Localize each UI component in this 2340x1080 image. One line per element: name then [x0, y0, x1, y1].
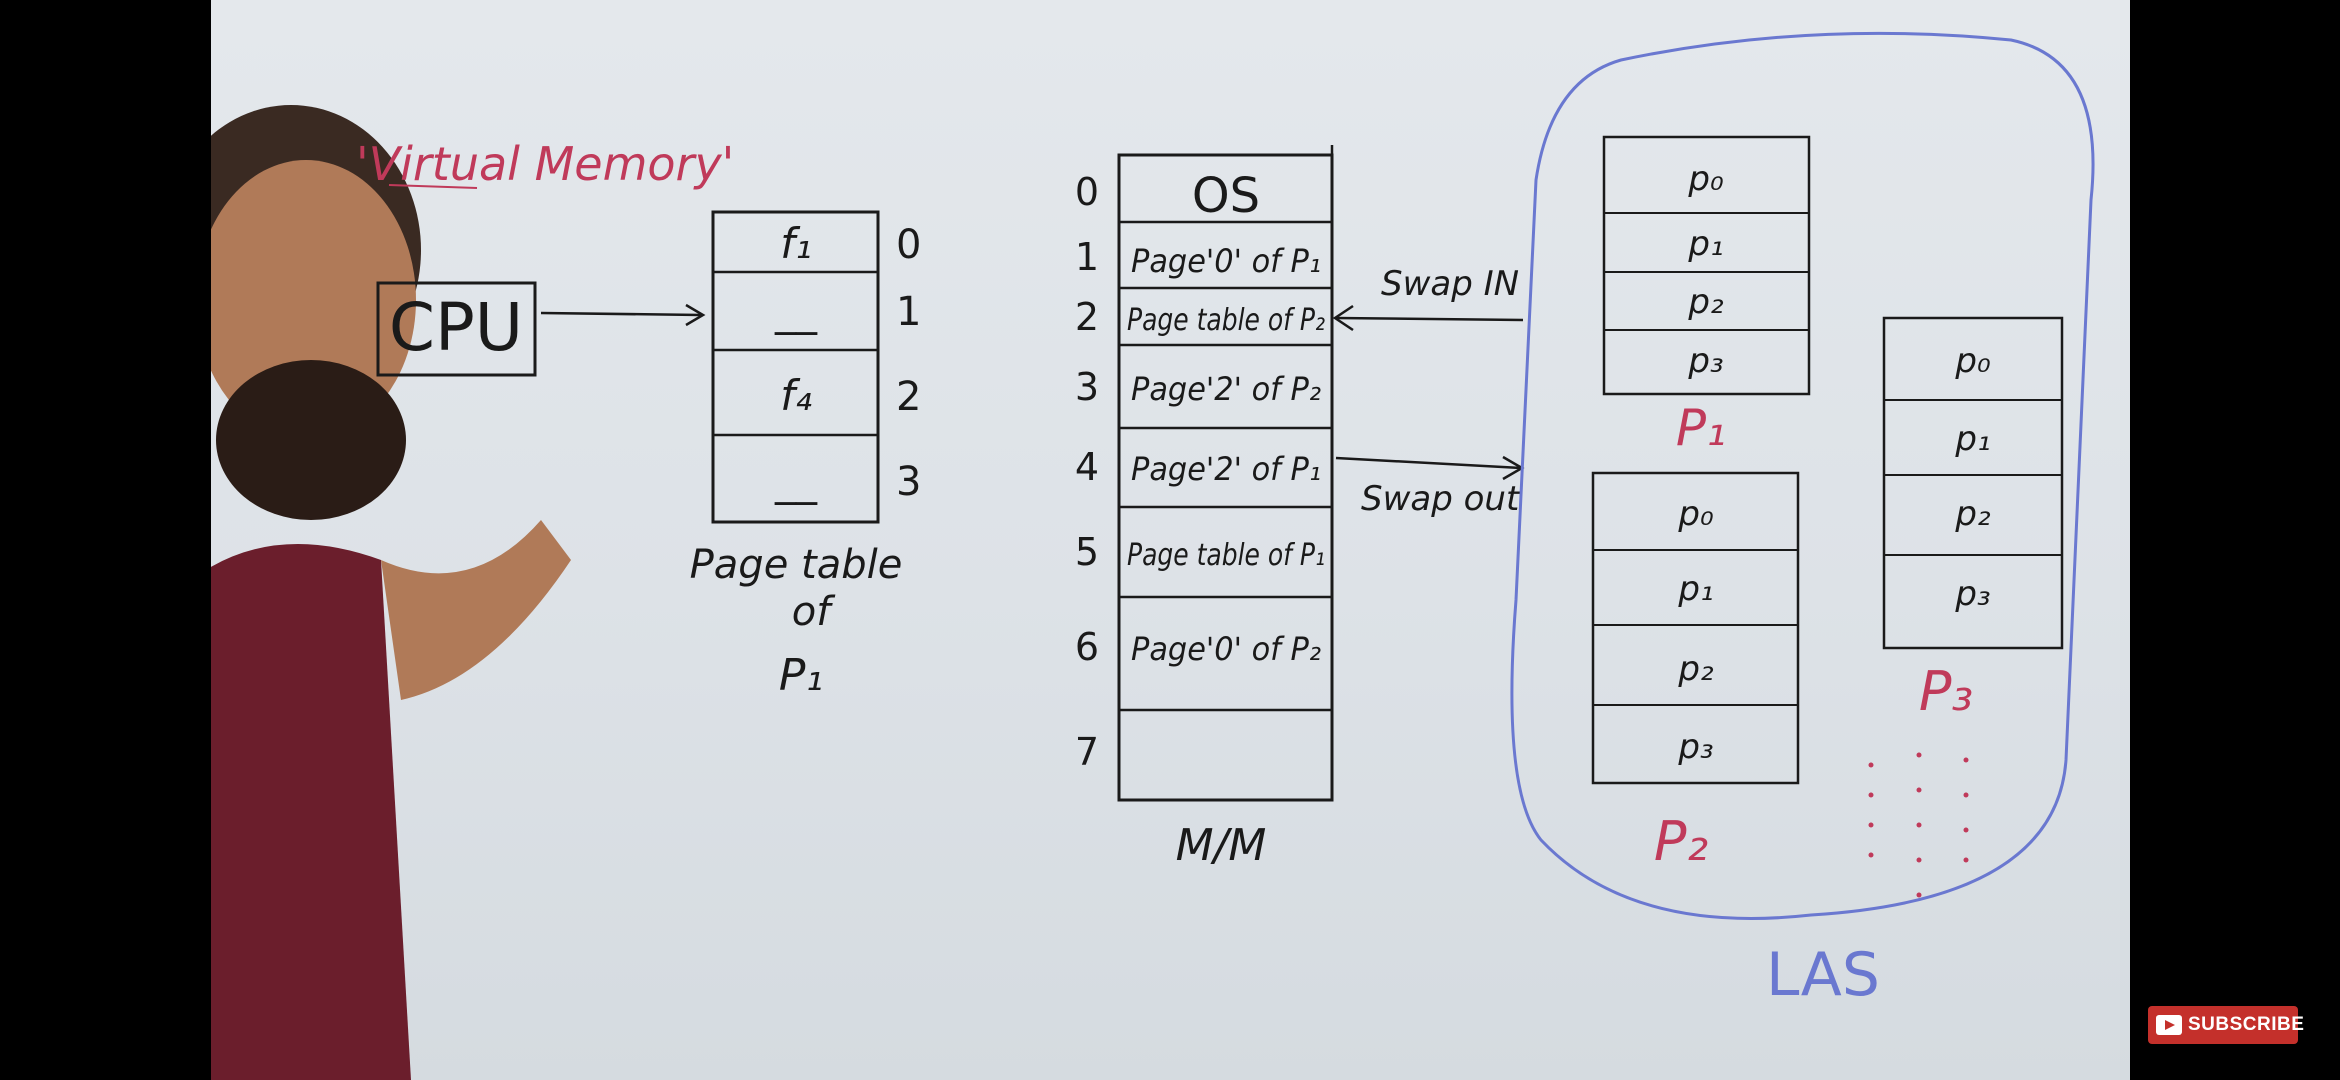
- page-table: f₁ __ f₄ __ 0 1 2 3 Page table of P₁: [690, 210, 921, 701]
- main-memory-caption: M/M: [1176, 820, 1267, 871]
- youtube-play-icon: [2156, 1015, 2182, 1035]
- swap-out-arrow: Swap out: [1335, 455, 1525, 519]
- frame-index: 7: [1075, 730, 1099, 774]
- swap-in-arrow: Swap IN: [1332, 264, 1524, 332]
- frame-content: Page table of P₁: [1127, 538, 1325, 573]
- page-table-entry: f₁: [780, 219, 812, 268]
- process-name: P₂: [1654, 810, 1708, 873]
- frame-index: 3: [1075, 365, 1099, 409]
- frame-index: 2: [1075, 295, 1099, 339]
- page-table-index: 2: [896, 374, 921, 420]
- frame-content: Page'2' of P₁: [1131, 450, 1321, 488]
- frame-content: OS: [1192, 168, 1260, 224]
- page-table-entry: __: [774, 456, 818, 505]
- page-title: 'Virtual Memory': [356, 137, 734, 191]
- page-label: p₁: [1677, 569, 1713, 609]
- page-label: p₁: [1954, 419, 1990, 459]
- swap-out-label: Swap out: [1361, 479, 1521, 519]
- cpu-box: CPU: [376, 281, 537, 377]
- frame-index: 4: [1075, 445, 1099, 489]
- page-table-entry: f₄: [780, 371, 812, 420]
- arrow-icon: [1332, 304, 1354, 332]
- main-memory: 0 1 2 3 4 5 6 7 OS Page'0' of P₁ Page ta…: [1075, 145, 1334, 871]
- subscribe-button[interactable]: SUBSCRIBE: [2148, 1006, 2304, 1044]
- frame-content: Page'2' of P₂: [1131, 370, 1321, 408]
- process-name: P₁: [1676, 399, 1726, 457]
- page-label: p₃: [1954, 574, 1990, 614]
- page-table-caption: P₁: [779, 650, 823, 701]
- whiteboard: 'Virtual Memory' CPU f₁ __ f₄ __ 0 1 2 3…: [211, 0, 2130, 1080]
- arrow-icon: [685, 303, 706, 327]
- las-caption: LAS: [1766, 940, 1880, 1010]
- frame-index: 6: [1075, 625, 1099, 669]
- page-table-index: 1: [896, 289, 921, 335]
- page-label: p₂: [1677, 649, 1714, 689]
- frame-index: 5: [1075, 530, 1099, 574]
- diagram-canvas: 'Virtual Memory' CPU f₁ __ f₄ __ 0 1 2 3…: [211, 31, 2095, 1080]
- las-boundary: [1510, 31, 2095, 920]
- page-label: p₂: [1687, 282, 1724, 322]
- page-label: p₁: [1687, 224, 1723, 264]
- page-table-index: 3: [896, 459, 921, 505]
- frame-index: 1: [1075, 235, 1099, 279]
- swap-in-label: Swap IN: [1381, 264, 1519, 304]
- process-p1: p₀ p₁ p₂ p₃ P₁: [1602, 135, 1811, 457]
- page-label: p₃: [1687, 341, 1723, 381]
- page-table-caption: of: [792, 589, 836, 635]
- process-p3: p₀ p₁ p₂ p₃ P₃: [1882, 316, 2064, 723]
- process-p2: p₀ p₁ p₂ p₃ P₂: [1591, 471, 1800, 873]
- frame-index: 0: [1075, 170, 1099, 214]
- page-table-entry: __: [774, 286, 818, 335]
- frame-content: Page table of P₂: [1127, 303, 1325, 338]
- page-label: p₂: [1954, 494, 1991, 534]
- page-label: p₀: [1954, 341, 1991, 381]
- process-name: P₃: [1919, 660, 1973, 723]
- frame-content: Page'0' of P₂: [1131, 630, 1321, 668]
- ellipsis-dots: [1868, 752, 1969, 898]
- cpu-label: CPU: [389, 289, 523, 366]
- page-label: p₀: [1687, 159, 1724, 199]
- subscribe-label: SUBSCRIBE: [2188, 1014, 2305, 1035]
- page-table-index: 0: [896, 222, 921, 268]
- page-label: p₀: [1677, 494, 1714, 534]
- page-table-caption: Page table: [690, 542, 903, 588]
- page-label: p₃: [1677, 727, 1713, 767]
- frame-content: Page'0' of P₁: [1131, 242, 1321, 280]
- presenter: [211, 105, 571, 1080]
